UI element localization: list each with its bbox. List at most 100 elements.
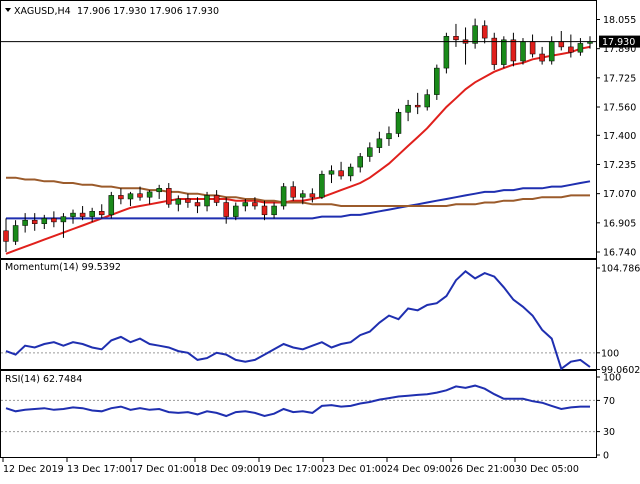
triangle-down-icon[interactable] bbox=[5, 8, 11, 12]
candle bbox=[414, 92, 421, 115]
candle bbox=[89, 207, 95, 222]
candle-body bbox=[376, 138, 383, 148]
candle-body bbox=[280, 186, 287, 207]
candle bbox=[386, 126, 392, 146]
candle bbox=[577, 38, 584, 56]
candle-body bbox=[89, 211, 95, 217]
candle bbox=[41, 214, 48, 230]
candle bbox=[462, 27, 469, 65]
candle-body bbox=[443, 36, 450, 69]
candle-body bbox=[309, 193, 316, 198]
candle-body bbox=[22, 219, 28, 226]
candle bbox=[290, 181, 296, 201]
candle-body bbox=[137, 193, 143, 198]
candle-body bbox=[338, 170, 344, 177]
price-tick-label: 17.070 bbox=[603, 189, 636, 200]
candle-body bbox=[539, 53, 545, 62]
candle-body bbox=[70, 212, 76, 217]
candle bbox=[108, 191, 115, 219]
candle bbox=[357, 152, 363, 173]
candle bbox=[558, 30, 565, 51]
candle bbox=[175, 195, 182, 212]
candle bbox=[22, 213, 28, 233]
candle-body bbox=[290, 186, 296, 198]
current-price-label: 17.930 bbox=[602, 37, 635, 48]
candle bbox=[185, 193, 191, 208]
candle-body bbox=[233, 205, 239, 217]
candle bbox=[280, 183, 287, 210]
candle-body bbox=[118, 195, 124, 200]
candle bbox=[271, 202, 277, 219]
candle bbox=[309, 188, 316, 203]
candle-body bbox=[98, 211, 105, 216]
candle-body bbox=[386, 133, 392, 140]
time-tick-label: 23 Dec 01:00 bbox=[323, 464, 387, 475]
candle-body bbox=[481, 25, 488, 39]
candle bbox=[204, 191, 210, 212]
candle bbox=[568, 34, 574, 58]
price-tick-label: 18.055 bbox=[603, 15, 636, 26]
candle-body bbox=[41, 218, 48, 224]
candle-body bbox=[60, 216, 67, 223]
price-tick-label: 16.740 bbox=[603, 248, 636, 259]
candle-body bbox=[319, 173, 325, 198]
candle-body bbox=[529, 41, 536, 55]
candle-body bbox=[520, 41, 526, 62]
candle bbox=[472, 18, 478, 49]
price-tick-label: 17.235 bbox=[603, 160, 636, 171]
candle bbox=[252, 197, 258, 210]
symbol-label: XAGUSD,H4 bbox=[14, 6, 71, 17]
time-tick-label: 26 Dec 21:00 bbox=[451, 464, 515, 475]
candle-body bbox=[252, 202, 258, 207]
candle bbox=[395, 108, 402, 138]
candle bbox=[501, 36, 507, 69]
candle-body bbox=[31, 219, 38, 224]
candle bbox=[453, 23, 459, 47]
candle-body bbox=[213, 195, 220, 203]
candle bbox=[233, 202, 239, 221]
momentum-label: Momentum(14) 99.5392 bbox=[5, 262, 121, 273]
candle-body bbox=[12, 225, 19, 242]
candle-body bbox=[300, 193, 306, 198]
momentum-plot bbox=[1, 270, 596, 371]
candle-body bbox=[424, 94, 430, 108]
price-tick-label: 17.400 bbox=[603, 131, 636, 142]
candle bbox=[529, 34, 536, 58]
candle-body bbox=[577, 43, 584, 53]
candle-body bbox=[414, 104, 421, 108]
candle bbox=[31, 213, 38, 231]
candle bbox=[12, 220, 19, 245]
time-tick-label: 19 Dec 17:00 bbox=[259, 464, 323, 475]
candle-body bbox=[453, 36, 459, 41]
candle-body bbox=[108, 195, 115, 216]
candle bbox=[79, 206, 86, 221]
candle bbox=[347, 163, 354, 182]
candle-body bbox=[328, 170, 335, 175]
candle bbox=[367, 142, 373, 162]
candle bbox=[328, 165, 335, 184]
candle bbox=[338, 161, 344, 180]
candle-body bbox=[261, 205, 268, 216]
candle-body bbox=[204, 195, 210, 207]
candle bbox=[98, 204, 105, 219]
candle bbox=[51, 211, 57, 228]
rsi-tick-label: 0 bbox=[603, 451, 609, 462]
candle bbox=[261, 200, 268, 221]
candle bbox=[434, 64, 440, 100]
candle-body bbox=[223, 202, 229, 217]
candle bbox=[194, 197, 201, 214]
current-price-badge bbox=[599, 35, 640, 48]
moving-average-line-2 bbox=[6, 180, 591, 220]
time-tick-label: 13 Dec 17:00 bbox=[67, 464, 131, 475]
candle-body bbox=[194, 202, 201, 207]
rsi-tick-label: 100 bbox=[603, 373, 621, 384]
rsi-label: RSI(14) 62.7484 bbox=[5, 374, 82, 385]
candle bbox=[156, 184, 162, 199]
candle-body bbox=[510, 39, 517, 62]
candle-body bbox=[271, 205, 277, 216]
candle-body bbox=[434, 67, 440, 95]
moving-average-line-1 bbox=[5, 45, 591, 255]
time-tick-label: 24 Dec 09:00 bbox=[387, 464, 451, 475]
